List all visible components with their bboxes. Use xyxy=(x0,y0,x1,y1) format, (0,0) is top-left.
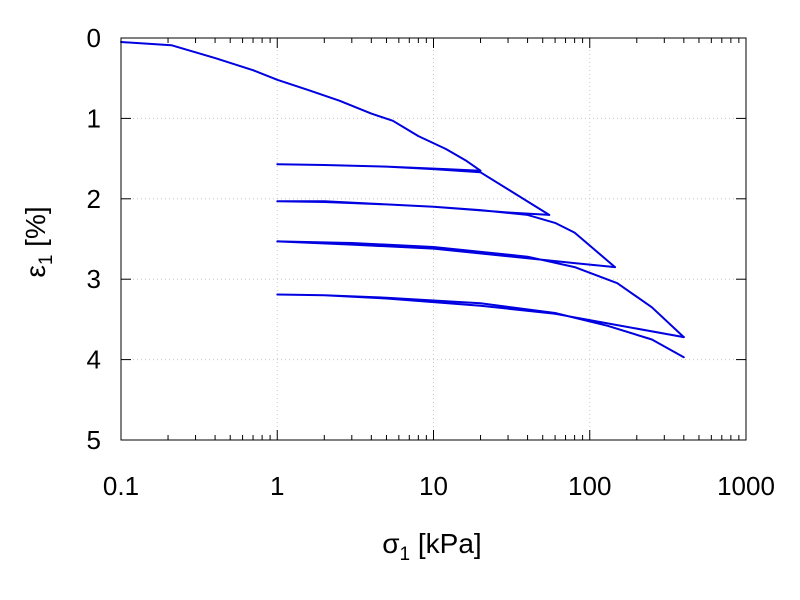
x-tick-label: 0.1 xyxy=(103,471,139,501)
y-tick-label: 3 xyxy=(87,264,101,294)
y-axis-unit: [%] xyxy=(20,206,51,254)
x-axis-subscript: 1 xyxy=(400,544,411,565)
series-line-4 xyxy=(276,240,685,339)
x-tick-label: 1000 xyxy=(717,471,775,501)
y-tick-label: 0 xyxy=(87,23,101,53)
gridlines xyxy=(121,38,746,440)
axis-ticks xyxy=(121,38,746,440)
series-line-1 xyxy=(120,41,482,172)
x-axis-symbol: σ xyxy=(382,528,399,559)
y-tick-label: 2 xyxy=(87,184,101,214)
plot-frame xyxy=(120,37,747,441)
tick-labels: 0.1 1 10 100 1000 0 1 2 3 4 5 xyxy=(87,23,775,501)
x-tick-label: 1 xyxy=(270,471,284,501)
y-axis-symbol: ε xyxy=(20,265,51,277)
x-tick-label: 10 xyxy=(419,471,448,501)
y-tick-label: 5 xyxy=(87,425,101,455)
series-line-3 xyxy=(276,200,616,269)
data-series xyxy=(120,41,685,359)
x-axis-title: σ1 [kPa] xyxy=(382,528,481,565)
x-axis-unit: [kPa] xyxy=(410,528,482,559)
y-axis-subscript: 1 xyxy=(36,255,57,266)
y-tick-label: 1 xyxy=(87,103,101,133)
series-line-2 xyxy=(276,163,551,216)
x-tick-label: 100 xyxy=(568,471,611,501)
y-axis-title: ε1 [%] xyxy=(20,206,57,277)
series-line-5 xyxy=(276,293,685,359)
y-tick-label: 4 xyxy=(87,345,101,375)
